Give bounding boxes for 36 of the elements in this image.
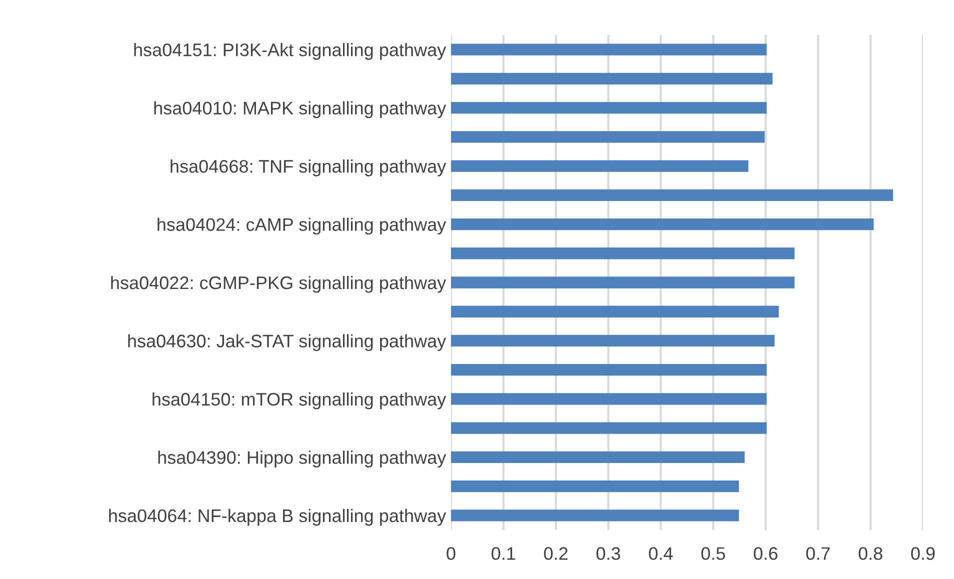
bar <box>451 102 767 114</box>
x-tick-label: 0.9 <box>911 547 935 560</box>
bar <box>451 248 795 260</box>
y-tick-label: hsa04024: cAMP signalling pathway <box>158 218 446 235</box>
bar <box>451 189 894 201</box>
x-tick-label: 0.8 <box>858 547 882 560</box>
bar <box>451 306 779 318</box>
x-tick-label: 0.6 <box>754 547 778 560</box>
x-tick-label: 0.5 <box>701 547 726 560</box>
bar <box>451 334 775 347</box>
x-tick-label: 0.3 <box>596 547 620 560</box>
bar <box>451 451 745 464</box>
y-tick-label: hsa04010: MAPK signalling pathway <box>154 101 446 118</box>
bar <box>451 422 767 434</box>
bar <box>451 72 772 84</box>
y-tick-label: hsa04630: Jak-STAT signalling pathway <box>128 334 446 352</box>
x-tick-label: 0 <box>446 547 456 560</box>
bar <box>451 393 767 405</box>
y-tick-label: hsa04064: NF-kappa B signalling pathway <box>109 508 446 526</box>
bar <box>451 218 874 230</box>
bar <box>451 364 767 376</box>
x-tick-label: 0.7 <box>806 547 830 560</box>
bar <box>451 480 739 492</box>
bar <box>451 510 739 522</box>
x-tick-label: 0.1 <box>492 547 516 560</box>
y-tick-label: hsa04668: TNF signalling pathway <box>170 159 446 176</box>
bar <box>451 276 795 288</box>
x-tick-label: 0.4 <box>648 547 673 560</box>
bar <box>451 160 748 172</box>
bar <box>451 44 767 56</box>
y-tick-label: hsa04390: Hippo signalling pathway <box>158 450 446 468</box>
y-tick-label: hsa04151: PI3K-Akt signalling pathway <box>134 43 446 60</box>
y-tick-label: hsa04022: cGMP-PKG signalling pathway <box>111 276 446 293</box>
y-tick-label: hsa04150: mTOR signalling pathway <box>152 392 446 410</box>
x-tick-label: 0.2 <box>544 547 568 560</box>
bar <box>451 131 765 143</box>
